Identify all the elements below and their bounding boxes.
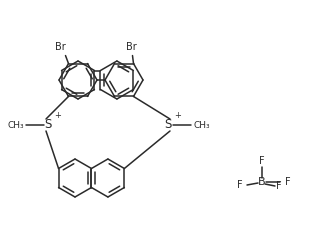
- Text: B: B: [258, 177, 266, 187]
- Text: +: +: [174, 111, 181, 120]
- Text: F: F: [259, 156, 265, 166]
- Text: S: S: [164, 119, 172, 132]
- Text: F: F: [276, 181, 282, 191]
- Text: Br: Br: [126, 42, 137, 52]
- Text: CH₃: CH₃: [193, 120, 210, 130]
- Text: F: F: [237, 180, 243, 190]
- Text: F: F: [285, 177, 291, 187]
- Text: CH₃: CH₃: [7, 120, 24, 130]
- Text: Br: Br: [55, 42, 66, 52]
- Text: S: S: [44, 119, 52, 132]
- Text: +: +: [54, 111, 61, 120]
